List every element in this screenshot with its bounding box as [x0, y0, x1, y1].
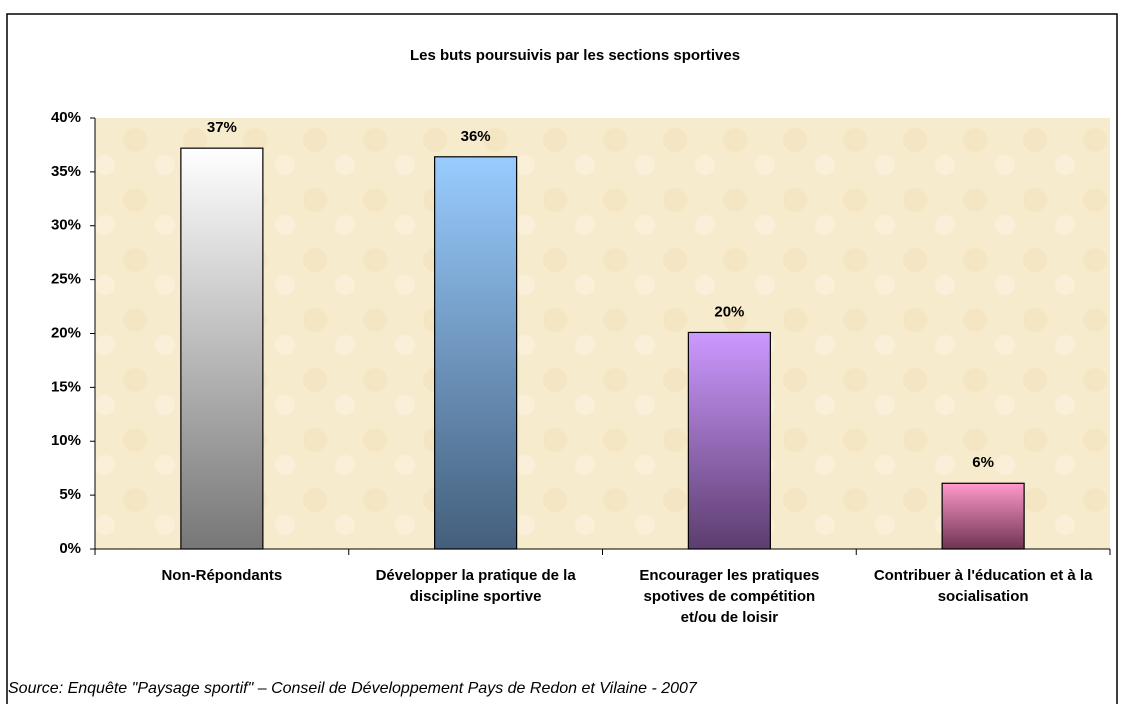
y-tick-label: 15% [51, 378, 81, 395]
value-label: 6% [972, 454, 994, 471]
x-tick-label: Contribuer à l'éducation et à la sociali… [873, 567, 1093, 605]
y-tick-label: 30% [51, 217, 81, 234]
y-tick-label: 35% [51, 163, 81, 180]
bar [434, 156, 518, 550]
value-label: 20% [714, 303, 744, 320]
y-tick-label: 10% [51, 432, 81, 449]
bar [687, 331, 771, 550]
value-label: 36% [461, 128, 491, 145]
y-tick-label: 5% [59, 486, 81, 503]
chart-title: Les buts poursuivis par les sections spo… [410, 47, 740, 64]
bar [941, 482, 1025, 550]
source: Source: Enquête "Paysage sportif" – Cons… [8, 680, 697, 697]
frame [6, 13, 1118, 704]
x-tick-label: Développer la pratique de la discipline … [375, 567, 576, 605]
y-tick-label: 25% [51, 271, 81, 288]
x-tick-label: Non-Répondants [161, 567, 283, 584]
bar [180, 147, 264, 550]
y-tick-label: 40% [51, 109, 81, 126]
value-label: 37% [207, 119, 237, 136]
plot-area [95, 118, 1110, 549]
y-tick-label: 0% [59, 540, 81, 557]
y-tick-label: 20% [51, 324, 81, 341]
x-tick-label: Encourager les pratiques spotives de com… [639, 567, 820, 626]
